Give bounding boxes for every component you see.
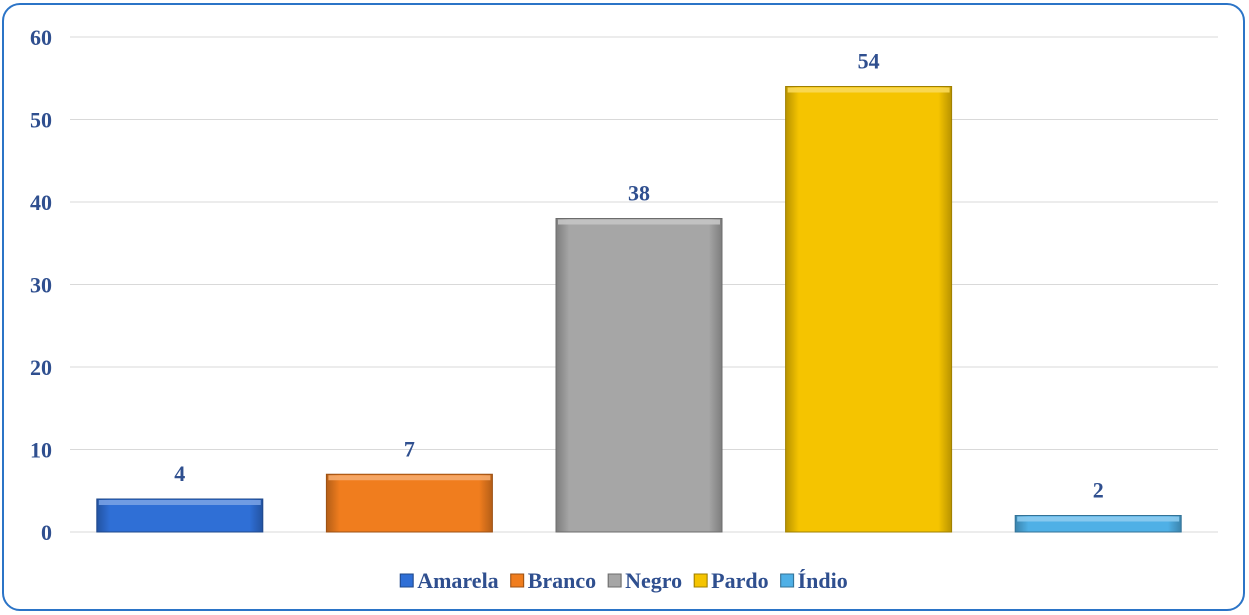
legend: Amarela Branco Negro Pardo Índio	[399, 568, 848, 593]
legend-swatch	[693, 573, 708, 588]
y-tick-label: 40	[30, 190, 52, 215]
data-label: 4	[174, 461, 185, 486]
legend-label: Pardo	[711, 568, 768, 593]
data-label: 54	[858, 49, 880, 74]
bar-negro	[555, 218, 723, 533]
data-label: 7	[404, 436, 415, 461]
y-tick-label: 50	[30, 108, 52, 133]
legend-swatch	[780, 573, 795, 588]
y-tick-label: 60	[30, 25, 52, 50]
legend-label: Índio	[798, 568, 848, 593]
y-tick-label: 0	[41, 520, 52, 545]
data-labels: 4 7 38 54 2	[174, 49, 1103, 503]
y-tick-label: 20	[30, 355, 52, 380]
legend-swatch	[399, 573, 414, 588]
y-tick-label: 10	[30, 438, 52, 463]
bar-branco	[325, 473, 493, 533]
bar-highlight	[98, 500, 261, 505]
data-label: 2	[1093, 478, 1104, 503]
bars	[96, 86, 1182, 533]
y-axis: 0 10 20 30 40 50 60	[30, 25, 52, 545]
legend-label: Amarela	[417, 568, 498, 593]
legend-label: Branco	[528, 568, 596, 593]
legend-swatch	[607, 573, 622, 588]
data-label: 38	[628, 181, 650, 206]
legend-label: Negro	[625, 568, 682, 593]
y-tick-label: 30	[30, 273, 52, 298]
bar-pardo	[785, 86, 953, 533]
legend-swatch	[510, 573, 525, 588]
bar-highlight	[558, 219, 720, 225]
bar-highlight	[1017, 516, 1180, 522]
bar-highlight	[328, 475, 491, 481]
bar-highlight	[787, 87, 950, 93]
